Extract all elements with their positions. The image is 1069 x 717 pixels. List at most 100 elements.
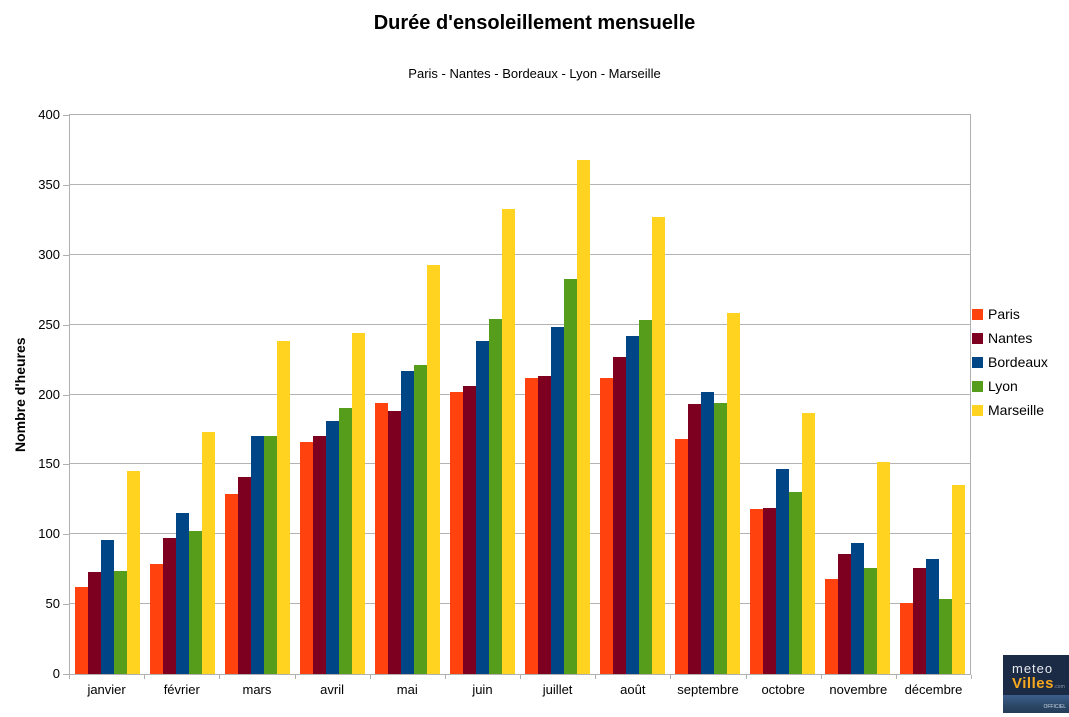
bar-lyon-decembre [939, 598, 952, 674]
logo-tagline: officiel [1043, 704, 1066, 710]
legend: Paris Nantes Bordeaux Lyon Marseille [972, 302, 1048, 422]
y-label-200: 200 [38, 386, 60, 402]
logo-strip: officiel [1003, 695, 1069, 713]
bar-paris-avril [300, 442, 313, 674]
y-label-250: 250 [38, 316, 60, 332]
logo-text-villes-row: Villes.com [1012, 675, 1069, 693]
x-axis-labels: janvier février mars avril mai juin juillet aoû… [69, 682, 971, 697]
bar-bordeaux-avril [326, 421, 339, 674]
x-label-aout: août [620, 682, 646, 697]
gridline-100 [70, 533, 970, 535]
bar-lyon-novembre [864, 567, 877, 674]
bar-nantes-octobre [763, 507, 776, 674]
x-tick-7 [595, 675, 597, 679]
y-tick-100 [63, 534, 69, 536]
x-tick-2 [219, 675, 221, 679]
bar-paris-fevrier [150, 563, 163, 674]
bar-marseille-novembre [877, 461, 890, 674]
gridline-150 [70, 463, 970, 465]
x-tick-5 [444, 675, 446, 679]
x-tick-11 [895, 675, 897, 679]
gridline-250 [70, 323, 970, 325]
bar-nantes-novembre [838, 553, 851, 674]
legend-swatch-marseille [972, 404, 983, 416]
x-label-novembre: novembre [829, 682, 888, 697]
bar-paris-novembre [825, 578, 838, 674]
bar-paris-mai [375, 402, 388, 674]
legend-item-lyon: Lyon [972, 374, 1048, 398]
bar-group-decembre [895, 115, 970, 674]
y-label-0: 0 [52, 666, 60, 681]
bar-marseille-juillet [577, 159, 590, 674]
bar-paris-octobre [750, 509, 763, 674]
gridline-50 [70, 603, 970, 605]
bar-group-mai [370, 115, 445, 674]
y-tick-400 [63, 115, 69, 116]
x-label-avril: avril [320, 682, 345, 697]
bar-lyon-mars [264, 436, 277, 674]
chart-subtitle: Paris - Nantes - Bordeaux - Lyon - Marse… [408, 66, 661, 81]
legend-label-nantes: Nantes [988, 330, 1033, 346]
y-tick-50 [63, 604, 69, 606]
legend-label-marseille: Marseille [988, 402, 1045, 418]
y-tick-150 [63, 464, 69, 466]
y-tick-300 [63, 254, 69, 256]
y-tick-250 [63, 324, 69, 326]
bar-marseille-mars [277, 341, 290, 674]
bar-paris-aout [600, 377, 613, 674]
bar-bordeaux-juillet [551, 327, 564, 674]
x-tick-9 [745, 675, 747, 679]
bar-group-janvier [70, 115, 145, 674]
x-label-juillet: juillet [542, 682, 573, 697]
bar-marseille-juin [502, 208, 515, 674]
bar-nantes-aout [613, 356, 626, 674]
logo-main: meteo Villes.com [1003, 655, 1069, 695]
bar-nantes-decembre [913, 567, 926, 674]
x-tick-6 [520, 675, 521, 679]
bar-paris-juin [450, 391, 463, 674]
x-label-juin: juin [472, 682, 493, 697]
bar-group-novembre [820, 115, 895, 674]
bar-nantes-juin [463, 386, 476, 674]
bar-bordeaux-mars [251, 436, 264, 674]
x-label-mai: mai [396, 682, 418, 697]
bar-lyon-mai [414, 365, 427, 674]
x-tick-12 [971, 675, 972, 679]
bar-bordeaux-janvier [101, 539, 114, 674]
legend-item-marseille: Marseille [972, 398, 1048, 422]
bar-group-mars [220, 115, 295, 674]
legend-swatch-nantes [972, 332, 983, 344]
y-label-150: 150 [38, 456, 60, 472]
bar-lyon-juin [489, 319, 502, 674]
legend-label-paris: Paris [988, 306, 1020, 322]
legend-item-nantes: Nantes [972, 326, 1048, 350]
y-tick-350 [63, 184, 69, 186]
bar-bordeaux-mai [401, 370, 414, 674]
legend-swatch-paris [972, 308, 983, 320]
legend-swatch-bordeaux [972, 356, 983, 368]
bar-paris-juillet [525, 377, 538, 674]
bar-marseille-janvier [127, 471, 140, 674]
x-tick-4 [369, 675, 371, 679]
bar-paris-decembre [900, 602, 913, 674]
x-label-janvier: janvier [87, 682, 126, 697]
legend-item-bordeaux: Bordeaux [972, 350, 1048, 374]
bar-nantes-fevrier [163, 538, 176, 674]
x-label-octobre: octobre [761, 682, 805, 697]
bar-lyon-avril [339, 408, 352, 674]
bar-lyon-aout [639, 320, 652, 674]
legend-label-bordeaux: Bordeaux [988, 354, 1048, 370]
legend-swatch-lyon [972, 380, 983, 392]
x-tick-3 [294, 675, 296, 679]
bar-group-septembre [670, 115, 745, 674]
bar-marseille-mai [427, 264, 440, 674]
y-tick-200 [63, 394, 69, 396]
bar-group-fevrier [145, 115, 220, 674]
y-label-100: 100 [38, 526, 60, 542]
bar-marseille-octobre [802, 412, 815, 674]
x-label-mars: mars [242, 682, 272, 697]
bar-bordeaux-juin [476, 341, 489, 674]
bar-groups [70, 115, 970, 674]
bar-marseille-septembre [727, 313, 740, 674]
x-tick-10 [820, 675, 822, 679]
